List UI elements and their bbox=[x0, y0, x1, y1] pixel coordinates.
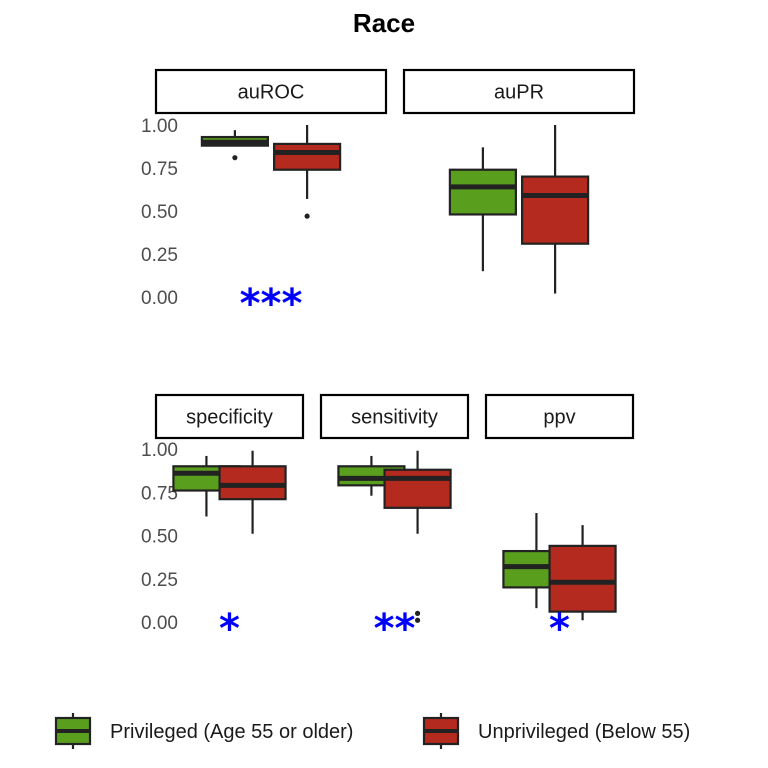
box-unprivileged bbox=[548, 525, 617, 621]
y-tick-label: 0.25 bbox=[141, 245, 178, 266]
y-tick-label: 0.75 bbox=[141, 483, 178, 504]
facet-strip bbox=[484, 393, 635, 440]
box-unprivileged bbox=[218, 450, 287, 534]
y-tick-label: 1.00 bbox=[141, 440, 178, 461]
facet-strip-label: auROC bbox=[238, 82, 305, 104]
significance-stars: *** bbox=[240, 281, 303, 327]
facet-panel-auROC: auROC *** bbox=[154, 68, 388, 327]
outlier-point bbox=[414, 610, 421, 616]
facet-strip-label: auPR bbox=[494, 82, 544, 104]
box-body bbox=[218, 465, 287, 501]
box-body bbox=[273, 142, 342, 171]
significance-stars: * bbox=[219, 606, 240, 652]
y-tick-label: 0.50 bbox=[141, 527, 178, 548]
facet-panel-ppv: ppv * bbox=[484, 393, 635, 652]
legend-label: Unprivileged (Below 55) bbox=[478, 721, 690, 743]
facet-strip-label: specificity bbox=[186, 407, 273, 429]
facet-strip bbox=[154, 393, 305, 440]
box-body bbox=[448, 168, 517, 216]
facet-strip-label: ppv bbox=[543, 407, 575, 429]
y-tick-label: 0.75 bbox=[141, 159, 178, 180]
y-tick-label: 0.00 bbox=[141, 613, 178, 634]
facet-strip bbox=[402, 68, 636, 115]
y-tick-label: 1.00 bbox=[141, 116, 178, 137]
legend: Privileged (Age 55 or older) Unprivileged… bbox=[54, 713, 690, 749]
facet-strip-label: sensitivity bbox=[351, 407, 438, 429]
y-tick-label: 0.50 bbox=[141, 202, 178, 223]
box-body bbox=[548, 544, 617, 613]
significance-stars: * bbox=[549, 606, 570, 652]
y-tick-label: 0.25 bbox=[141, 570, 178, 591]
box-body bbox=[521, 175, 590, 245]
box-unprivileged bbox=[521, 125, 590, 294]
box-unprivileged bbox=[383, 450, 452, 623]
facet-panel-auPR: auPR bbox=[402, 68, 636, 294]
facet-strip bbox=[319, 393, 470, 440]
facet-strip bbox=[154, 68, 388, 115]
outlier-point bbox=[304, 213, 310, 219]
outlier-point bbox=[232, 155, 238, 161]
legend-item-privileged: Privileged (Age 55 or older) bbox=[54, 713, 353, 749]
chart-title: Race bbox=[353, 8, 415, 38]
facet-panel-specificity: specificity * bbox=[154, 393, 305, 652]
box-body bbox=[383, 468, 452, 509]
legend-label: Privileged (Age 55 or older) bbox=[110, 721, 353, 743]
box-unprivileged bbox=[273, 125, 342, 219]
y-tick-label: 0.00 bbox=[141, 288, 178, 309]
legend-item-unprivileged: Unprivileged (Below 55) bbox=[422, 713, 690, 749]
outlier-point bbox=[414, 617, 421, 623]
significance-stars: ** bbox=[374, 606, 416, 652]
box-privileged bbox=[200, 130, 269, 161]
facet-panel-sensitivity: sensitivity ** bbox=[319, 393, 470, 652]
box-privileged bbox=[448, 147, 517, 272]
